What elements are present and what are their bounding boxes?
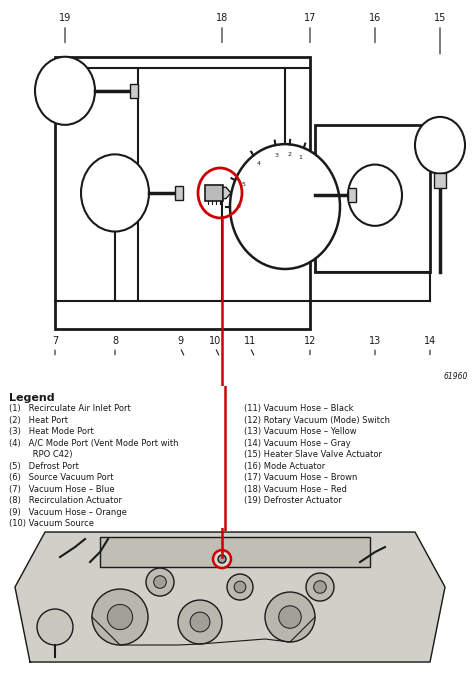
Circle shape: [227, 574, 253, 600]
FancyArrow shape: [223, 188, 231, 198]
Text: (11) Vacuum Hose – Black: (11) Vacuum Hose – Black: [244, 404, 354, 413]
Text: 14: 14: [424, 336, 436, 346]
Circle shape: [314, 581, 326, 593]
Circle shape: [178, 600, 222, 644]
Text: (18) Vacuum Hose – Red: (18) Vacuum Hose – Red: [244, 485, 347, 494]
Text: 1: 1: [299, 155, 303, 160]
Text: (3)   Heat Mode Port: (3) Heat Mode Port: [9, 427, 93, 436]
Text: RPO C42): RPO C42): [9, 450, 72, 459]
Text: 9: 9: [177, 336, 183, 346]
Text: 19: 19: [59, 13, 71, 23]
Text: (14) Vacuum Hose – Gray: (14) Vacuum Hose – Gray: [244, 439, 351, 447]
Text: Legend: Legend: [9, 393, 55, 403]
Text: 15: 15: [434, 13, 446, 23]
Text: (4)   A/C Mode Port (Vent Mode Port with: (4) A/C Mode Port (Vent Mode Port with: [9, 439, 178, 447]
Text: (2)   Heat Port: (2) Heat Port: [9, 416, 68, 424]
Text: (12) Rotary Vacuum (Mode) Switch: (12) Rotary Vacuum (Mode) Switch: [244, 416, 390, 424]
Text: (16) Mode Actuator: (16) Mode Actuator: [244, 462, 326, 471]
Text: 5: 5: [241, 182, 245, 187]
Circle shape: [146, 568, 174, 596]
Circle shape: [92, 589, 148, 645]
Text: (6)   Source Vacuum Port: (6) Source Vacuum Port: [9, 473, 113, 482]
Text: 13: 13: [369, 336, 381, 346]
Bar: [100, 537, 370, 567]
Circle shape: [108, 605, 133, 630]
Circle shape: [279, 606, 301, 628]
Text: (8)   Recirculation Actuator: (8) Recirculation Actuator: [9, 496, 122, 505]
Text: 3: 3: [275, 152, 279, 158]
Text: (1)   Recirculate Air Inlet Port: (1) Recirculate Air Inlet Port: [9, 404, 130, 413]
Circle shape: [37, 609, 73, 645]
Text: (17) Vacuum Hose – Brown: (17) Vacuum Hose – Brown: [244, 473, 358, 482]
Circle shape: [218, 555, 226, 563]
Text: (5)   Defrost Port: (5) Defrost Port: [9, 462, 79, 471]
Text: 8: 8: [112, 336, 118, 346]
Circle shape: [154, 575, 166, 588]
Circle shape: [306, 573, 334, 601]
Text: 18: 18: [216, 13, 228, 23]
Polygon shape: [15, 532, 445, 662]
Text: 6: 6: [237, 204, 241, 209]
Circle shape: [234, 581, 246, 593]
Text: (19) Defroster Actuator: (19) Defroster Actuator: [244, 496, 342, 505]
Bar: [175, 186, 183, 200]
Circle shape: [265, 592, 315, 642]
Text: (9)   Vacuum Hose – Orange: (9) Vacuum Hose – Orange: [9, 508, 127, 517]
Text: (10) Vacuum Source: (10) Vacuum Source: [9, 519, 94, 529]
Text: (15) Heater Slave Valve Actuator: (15) Heater Slave Valve Actuator: [244, 450, 383, 459]
Circle shape: [415, 117, 465, 173]
Text: 4: 4: [256, 161, 261, 167]
Circle shape: [35, 57, 95, 125]
Text: (13) Vacuum Hose – Yellow: (13) Vacuum Hose – Yellow: [244, 427, 357, 436]
Text: 11: 11: [244, 336, 256, 346]
Bar: [205, 185, 223, 201]
Circle shape: [348, 165, 402, 226]
Bar: [434, 173, 446, 188]
Circle shape: [81, 154, 149, 232]
Text: 16: 16: [369, 13, 381, 23]
Text: 12: 12: [304, 336, 316, 346]
Circle shape: [213, 550, 231, 568]
Text: 7: 7: [52, 336, 58, 346]
Bar: [130, 84, 138, 97]
Text: (7)   Vacuum Hose – Blue: (7) Vacuum Hose – Blue: [9, 485, 114, 494]
Text: 10: 10: [209, 336, 221, 346]
Text: 2: 2: [287, 152, 291, 157]
Text: 17: 17: [304, 13, 316, 23]
Circle shape: [230, 144, 340, 269]
Bar: [348, 188, 356, 202]
Bar: [55, 57, 310, 329]
Bar: [315, 125, 430, 272]
Circle shape: [190, 612, 210, 632]
Text: 61960: 61960: [444, 372, 468, 381]
